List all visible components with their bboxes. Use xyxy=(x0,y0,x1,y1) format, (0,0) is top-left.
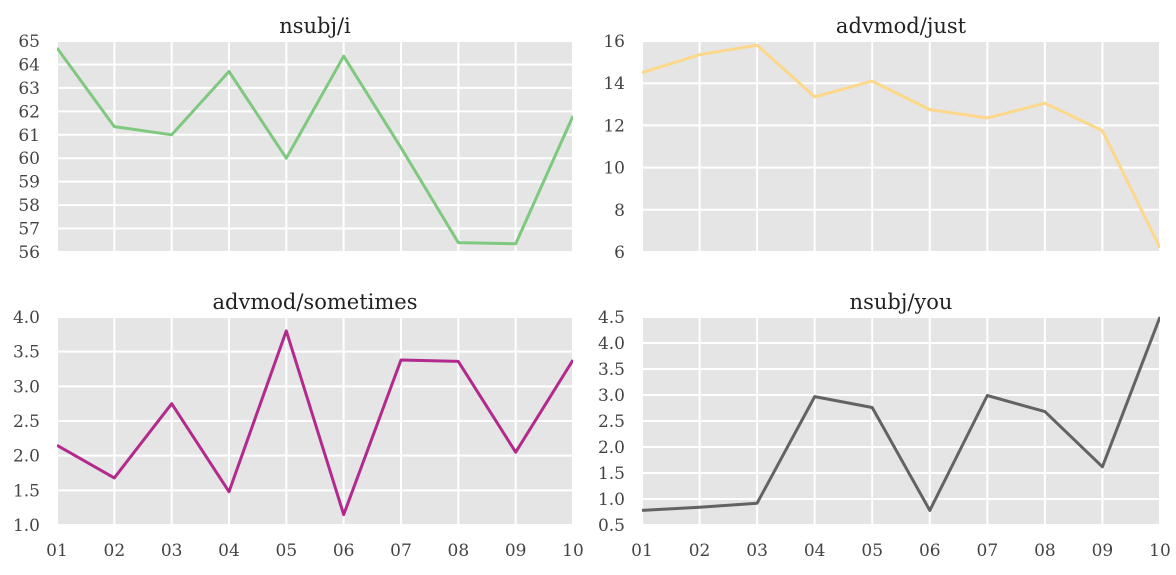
y-tick-label: 2.5 xyxy=(598,412,625,432)
y-tick-label: 3.5 xyxy=(13,343,40,363)
x-tick-label: 07 xyxy=(390,541,412,561)
series-line xyxy=(57,329,573,517)
y-tick-label: 14 xyxy=(603,74,625,94)
y-tick-label: 1.5 xyxy=(13,481,40,501)
x-tick-label: 03 xyxy=(746,541,768,561)
x-tick-label: 06 xyxy=(333,541,355,561)
x-tick-label: 04 xyxy=(804,541,826,561)
series-line xyxy=(642,43,1160,249)
x-tick-label: 03 xyxy=(161,541,183,561)
x-tick-label: 09 xyxy=(505,541,527,561)
y-tick-label: 4.0 xyxy=(598,334,625,354)
y-tick-label: 6 xyxy=(614,243,625,263)
series-line xyxy=(642,316,1160,512)
y-tick-label: 1.5 xyxy=(598,464,625,484)
plot-background xyxy=(642,41,1160,252)
y-tick-label: 10 xyxy=(603,159,625,179)
subplot-1: nsubj/i 56 57 58 59 60 61 62 63 64 65 xyxy=(18,14,574,263)
y-tick-label: 59 xyxy=(18,173,40,193)
x-tick-label: 02 xyxy=(104,541,126,561)
y-tick-label: 2.5 xyxy=(13,412,40,432)
y-tick-label: 3.0 xyxy=(598,386,625,406)
y-tick-label: 16 xyxy=(603,32,625,52)
y-tick-label: 60 xyxy=(18,149,40,169)
y-tick-label: 4.5 xyxy=(598,308,625,328)
x-tick-label: 08 xyxy=(448,541,470,561)
x-tick-label: 09 xyxy=(1092,541,1114,561)
x-tick-label: 06 xyxy=(919,541,941,561)
x-tick-label: 07 xyxy=(977,541,999,561)
x-tick-label: 05 xyxy=(861,541,883,561)
y-tick-label: 0.5 xyxy=(598,516,625,536)
y-tick-label: 62 xyxy=(18,102,40,122)
subplot-4: nsubj/you 0.5 1.0 1.5 2.0 2.5 3.0 3.5 4.0 4.5 01 02… xyxy=(598,290,1171,561)
y-tick-label: 2.0 xyxy=(598,438,625,458)
y-tick-label: 8 xyxy=(614,201,625,221)
series-line xyxy=(57,47,573,246)
y-tick-label: 56 xyxy=(18,243,40,263)
x-tick-label: 10 xyxy=(1149,541,1171,561)
y-tick-label: 61 xyxy=(18,126,40,146)
y-tick-label: 3.0 xyxy=(13,377,40,397)
subplot-3: advmod/sometimes 1.0 1.5 2.0 2.5 3.0 3.5 4.0 01 0… xyxy=(13,290,584,561)
subplot-title: advmod/sometimes xyxy=(213,290,418,314)
x-tick-label: 04 xyxy=(218,541,240,561)
y-tick-label: 63 xyxy=(18,79,40,99)
plot-background xyxy=(57,41,573,252)
y-tick-label: 4.0 xyxy=(13,308,40,328)
y-tick-label: 58 xyxy=(18,196,40,216)
y-tick-label: 1.0 xyxy=(598,490,625,510)
subplot-title: nsubj/i xyxy=(279,14,351,38)
y-tick-label: 1.0 xyxy=(13,516,40,536)
y-tick-label: 65 xyxy=(18,32,40,52)
y-tick-label: 2.0 xyxy=(13,447,40,467)
y-tick-label: 3.5 xyxy=(598,360,625,380)
subplot-2: advmod/just 6 8 10 12 14 16 xyxy=(603,14,1161,263)
y-tick-label: 12 xyxy=(603,116,625,136)
x-tick-label: 01 xyxy=(631,541,653,561)
x-tick-label: 05 xyxy=(276,541,298,561)
y-tick-label: 57 xyxy=(18,220,40,240)
x-tick-label: 10 xyxy=(562,541,584,561)
y-tick-label: 64 xyxy=(18,55,40,75)
x-tick-label: 08 xyxy=(1034,541,1056,561)
x-tick-label: 01 xyxy=(46,541,68,561)
subplot-title: advmod/just xyxy=(836,14,967,38)
subplot-title: nsubj/you xyxy=(850,290,953,314)
x-tick-label: 02 xyxy=(689,541,711,561)
